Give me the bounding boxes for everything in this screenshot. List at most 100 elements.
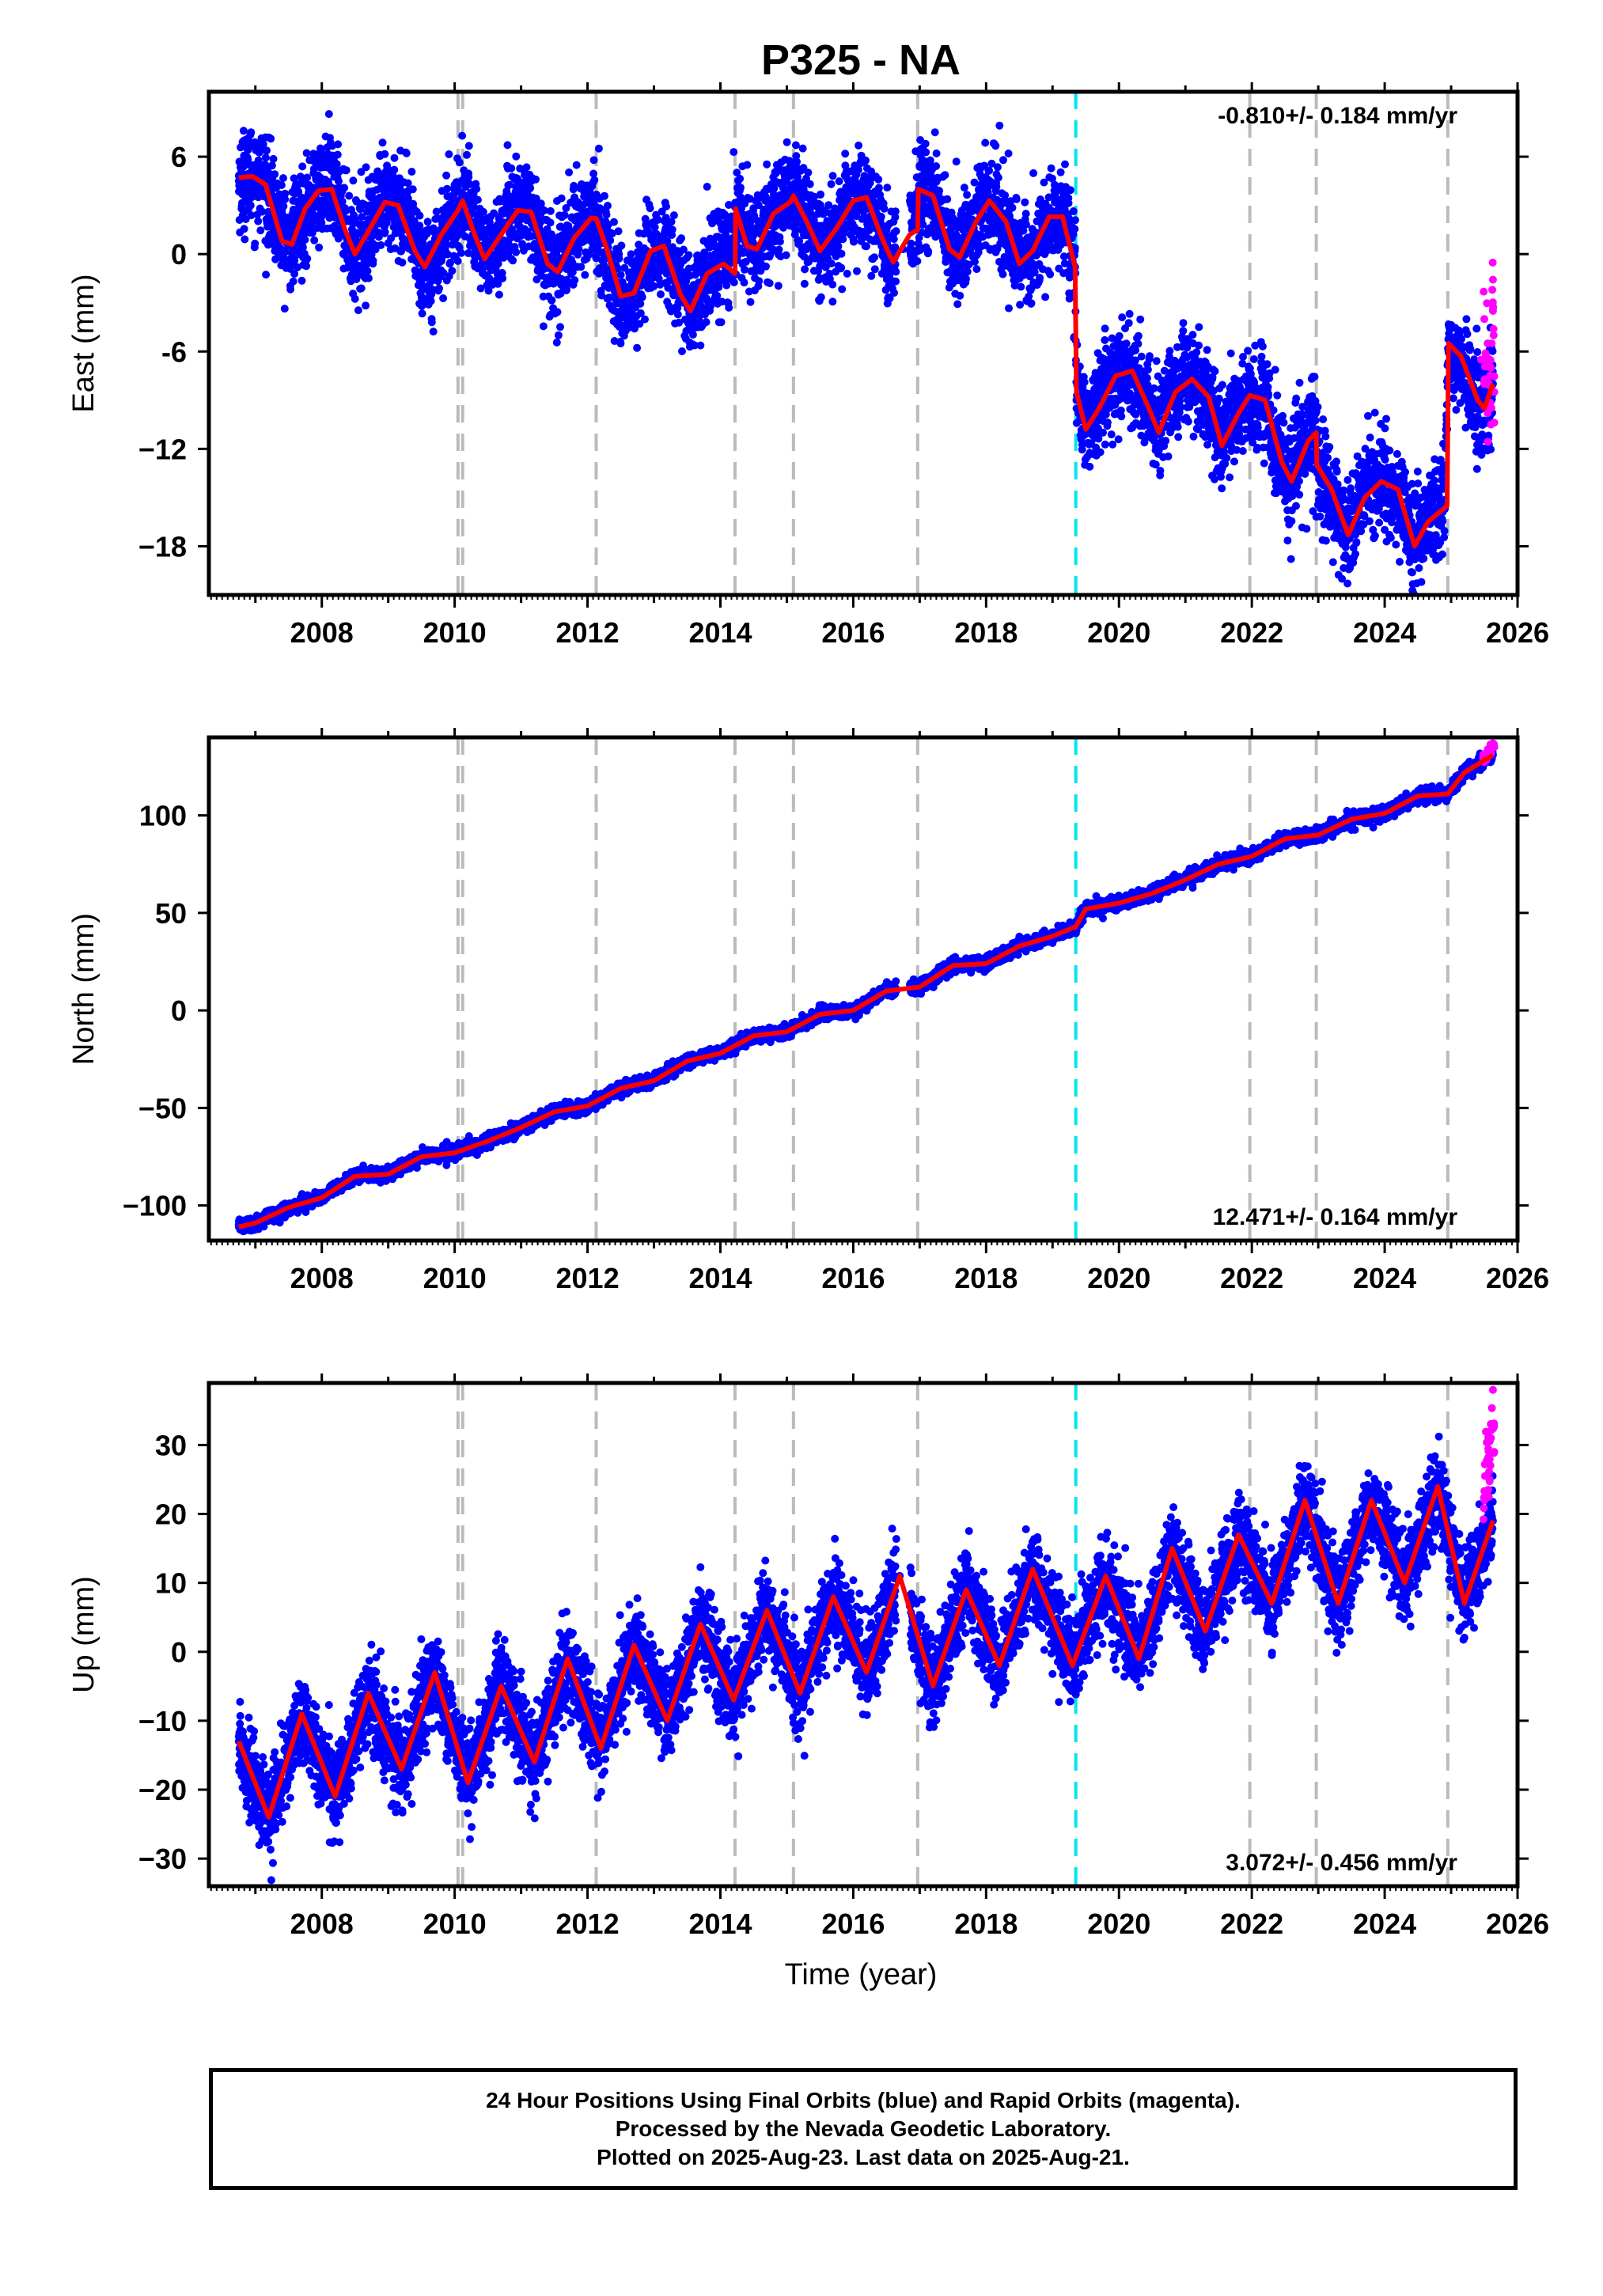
east-final-orbit-point xyxy=(1061,160,1069,169)
east-final-orbit-point xyxy=(577,263,585,271)
east-final-orbit-point xyxy=(1134,332,1143,340)
east-final-orbit-point xyxy=(935,187,944,195)
east-final-orbit-point xyxy=(302,149,311,157)
east-final-orbit-point xyxy=(443,250,452,259)
east-final-orbit-point xyxy=(335,177,343,185)
east-final-orbit-point xyxy=(398,258,407,267)
east-final-orbit-point xyxy=(827,180,836,188)
east-final-orbit-point xyxy=(729,278,738,286)
east-final-orbit-point xyxy=(616,339,625,348)
east-final-orbit-point xyxy=(269,154,278,163)
east-final-orbit-point xyxy=(443,184,452,193)
east-final-orbit-point xyxy=(850,237,858,246)
east-final-orbit-point xyxy=(239,127,248,135)
east-final-orbit-point xyxy=(992,183,1001,191)
east-final-orbit-point xyxy=(810,192,819,201)
east-final-orbit-point xyxy=(298,162,307,171)
east-final-orbit-point xyxy=(333,150,342,159)
east-final-orbit-point xyxy=(1124,319,1133,328)
east-final-orbit-point xyxy=(733,169,741,177)
east-final-orbit-point xyxy=(675,318,684,327)
east-final-orbit-point xyxy=(1047,164,1055,172)
east-final-orbit-point xyxy=(565,168,574,176)
east-final-orbit-point xyxy=(962,275,970,283)
east-final-orbit-point xyxy=(1071,216,1079,225)
east-final-orbit-point xyxy=(286,285,295,294)
east-final-orbit-point xyxy=(892,277,900,286)
east-final-orbit-point xyxy=(1143,374,1151,382)
east-final-orbit-point xyxy=(290,256,299,265)
east-final-orbit-point xyxy=(263,241,272,249)
east-final-orbit-point xyxy=(828,172,837,180)
east-final-orbit-point xyxy=(512,248,521,256)
east-final-orbit-point xyxy=(890,289,898,297)
east-final-orbit-point xyxy=(783,138,791,146)
east-final-orbit-point xyxy=(667,218,676,226)
east-final-orbit-point xyxy=(627,250,635,259)
east-final-orbit-point xyxy=(390,153,399,162)
east-final-orbit-point xyxy=(862,242,870,251)
east-final-orbit-point xyxy=(256,226,265,235)
east-final-orbit-point xyxy=(303,254,312,263)
east-final-orbit-point xyxy=(891,213,900,222)
east-final-orbit-point xyxy=(838,285,847,294)
east-final-orbit-point xyxy=(960,184,968,192)
east-final-orbit-point xyxy=(943,195,952,203)
east-final-orbit-point xyxy=(650,223,659,232)
east-final-orbit-point xyxy=(479,207,487,216)
east-final-orbit-point xyxy=(880,204,889,213)
east-final-orbit-point xyxy=(613,264,622,273)
east-final-orbit-point xyxy=(999,156,1007,165)
east-final-orbit-point xyxy=(351,294,359,303)
east-final-orbit-point xyxy=(673,310,682,319)
east-final-orbit-point xyxy=(1027,299,1036,308)
east-final-orbit-point xyxy=(427,318,436,327)
east-final-orbit-point xyxy=(495,290,503,299)
east-final-orbit-point xyxy=(635,320,644,328)
east-final-orbit-point xyxy=(956,291,964,300)
east-final-orbit-point xyxy=(1036,274,1044,282)
east-final-orbit-point xyxy=(770,184,779,192)
east-final-orbit-point xyxy=(891,243,900,252)
east-final-orbit-point xyxy=(572,161,581,169)
east-final-orbit-point xyxy=(737,184,745,192)
east-final-orbit-point xyxy=(702,318,711,327)
east-final-orbit-point xyxy=(263,146,271,155)
east-final-orbit-point xyxy=(455,158,464,167)
east-final-orbit-point xyxy=(688,331,697,339)
east-final-orbit-point xyxy=(258,207,267,216)
east-final-orbit-point xyxy=(546,206,555,215)
east-final-orbit-point xyxy=(853,267,861,275)
east-final-orbit-point xyxy=(560,210,569,219)
east-final-orbit-point xyxy=(390,165,399,174)
east-final-orbit-point xyxy=(953,300,962,309)
east-final-orbit-point xyxy=(606,236,615,244)
east-final-orbit-point xyxy=(993,163,1002,172)
east-final-orbit-point xyxy=(546,218,555,227)
east-final-orbit-point xyxy=(473,195,482,204)
east-final-orbit-point xyxy=(1071,225,1079,233)
east-final-orbit-point xyxy=(362,301,370,310)
east-final-orbit-point xyxy=(775,245,783,254)
east-final-orbit-point xyxy=(802,174,810,183)
east-final-orbit-point xyxy=(792,152,801,161)
east-final-orbit-point xyxy=(952,157,961,166)
figure-title: P325 - NA xyxy=(761,36,961,84)
east-final-orbit-point xyxy=(885,294,894,302)
east-final-orbit-point xyxy=(668,225,676,234)
east-final-orbit-point xyxy=(824,201,833,210)
east-final-orbit-point xyxy=(782,251,790,260)
east-final-orbit-point xyxy=(725,201,733,209)
east-final-orbit-point xyxy=(241,235,249,244)
east-final-orbit-point xyxy=(924,247,933,256)
east-final-orbit-point xyxy=(254,217,263,225)
east-final-orbit-point xyxy=(507,164,516,172)
east-final-orbit-point xyxy=(1162,437,1170,445)
east-final-orbit-point xyxy=(791,141,800,150)
east-final-orbit-point xyxy=(408,185,417,194)
east-final-orbit-point xyxy=(453,256,462,265)
east-final-orbit-point xyxy=(562,204,570,212)
east-final-orbit-point xyxy=(663,237,672,245)
east-final-orbit-point xyxy=(913,257,922,265)
